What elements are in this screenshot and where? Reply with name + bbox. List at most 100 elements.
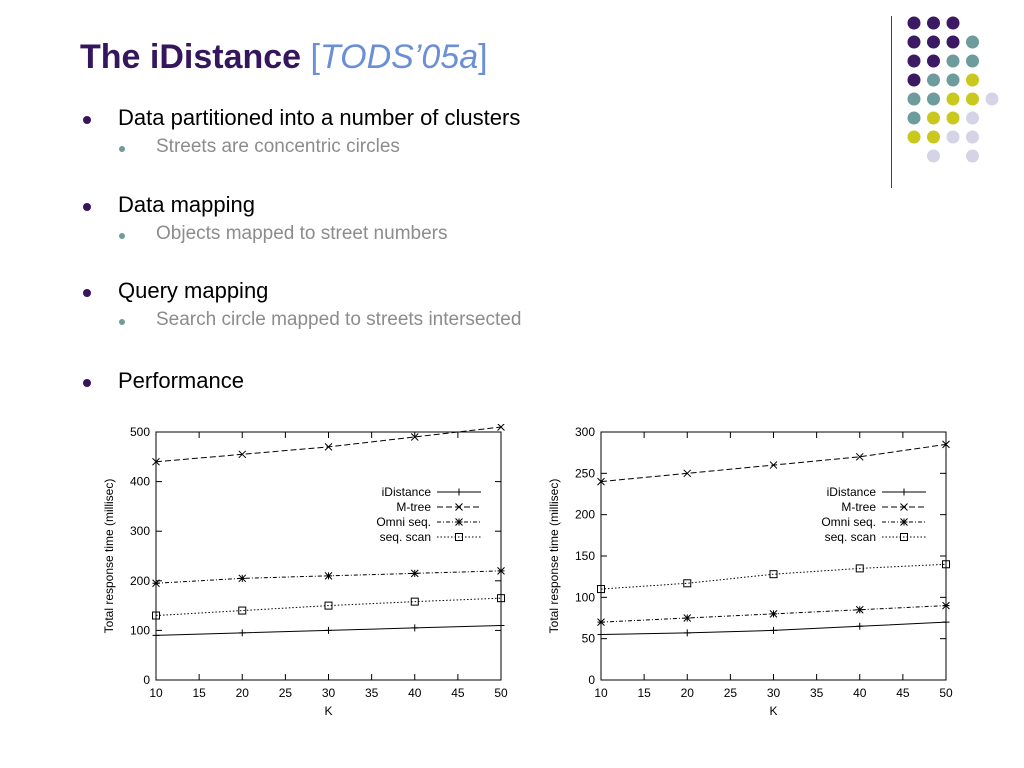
decor-dot	[927, 35, 940, 49]
legend-marker	[900, 518, 908, 526]
x-tick-label: 10	[594, 686, 608, 700]
data-point	[769, 461, 778, 469]
y-tick-label: 500	[130, 425, 150, 439]
decor-dot	[966, 54, 979, 68]
x-axis-label: K	[324, 704, 332, 718]
data-point	[855, 605, 864, 614]
x-tick-label: 20	[681, 686, 695, 700]
decor-dot	[946, 92, 960, 106]
y-tick-label: 300	[130, 524, 150, 538]
y-tick-label: 400	[130, 475, 150, 489]
decor-dot	[927, 111, 940, 125]
series-idistance	[597, 618, 950, 639]
sub-bullet-item: Search circle mapped to streets intersec…	[118, 309, 522, 330]
decor-dot	[985, 92, 999, 106]
decor-dot	[966, 73, 979, 87]
y-axis-label: Total response time (millisec)	[102, 479, 116, 634]
y-tick-label: 100	[575, 590, 595, 604]
x-tick-label: 25	[724, 686, 738, 700]
decor-dot-grid	[907, 16, 999, 163]
y-axis-label: Total response time (millisec)	[547, 479, 561, 634]
series-seq-scan	[597, 560, 950, 594]
legend-label: Omni seq.	[821, 515, 876, 529]
decor-dot	[966, 130, 979, 144]
data-point	[769, 570, 778, 579]
decor-dot	[927, 16, 940, 30]
title-citation: [TODS’05a]	[301, 38, 488, 76]
x-tick-label: 35	[810, 686, 824, 700]
x-tick-label: 10	[149, 686, 163, 700]
data-point	[325, 626, 332, 634]
data-point	[597, 585, 605, 594]
decor-dot	[966, 35, 979, 49]
chart-left-svg: 10 15 20 25 30 35 40 45 500100200300400500KTotal…	[102, 424, 508, 718]
data-point	[597, 631, 605, 639]
sub-bullet-item: Streets are concentric circles	[119, 136, 400, 157]
x-tick-label: 30	[767, 686, 781, 700]
x-axis-label: K	[769, 704, 777, 718]
plot-frame	[155, 431, 502, 681]
data-point	[942, 560, 950, 569]
series-line	[600, 563, 947, 590]
series-line	[600, 443, 947, 483]
data-point	[152, 457, 160, 466]
legend-label: M-tree	[396, 500, 431, 514]
data-point	[238, 606, 247, 615]
data-point	[942, 618, 950, 626]
x-tick-label: 50	[939, 686, 953, 700]
decor-dot	[927, 130, 940, 144]
decor-dot	[946, 54, 960, 68]
y-tick-label: 250	[575, 466, 595, 480]
slide-title: The iDistance [TODS’05a]	[80, 38, 488, 77]
decor-dot	[946, 16, 960, 30]
decor-dot	[907, 111, 921, 125]
chart-right: 10 15 20 25 30 35 40 45 50 0 50 100 150 200 250 300 K Tot…	[543, 424, 963, 734]
data-point	[855, 452, 864, 461]
data-point	[597, 477, 605, 486]
series-line	[155, 597, 502, 617]
legend-marker	[455, 518, 463, 526]
chart-right-svg: 10 15 20 25 30 35 40 45 50 0 50 100 150 200 250 300 K Tot…	[547, 425, 953, 718]
y-tick-label: 200	[575, 508, 595, 522]
data-point	[683, 629, 691, 637]
legend-marker	[900, 488, 908, 496]
data-point	[152, 579, 160, 588]
y-tick-label: 100	[130, 623, 150, 637]
decor-dot	[966, 149, 979, 163]
data-point	[942, 440, 950, 449]
decor-dot	[946, 73, 960, 87]
legend-marker	[900, 503, 908, 511]
decor-dot	[927, 149, 940, 163]
legend-label: Omni seq.	[376, 515, 431, 529]
data-point	[238, 450, 247, 459]
legend-label: iDistance	[382, 485, 432, 499]
data-point	[497, 424, 505, 431]
decor-dot	[907, 73, 921, 87]
data-point	[497, 594, 505, 603]
legend-marker	[455, 503, 463, 511]
data-point	[856, 622, 864, 630]
plot-frame	[600, 431, 947, 681]
series-seq-scan	[152, 594, 505, 620]
decor-dot	[927, 73, 940, 87]
title-bracket-open: [	[301, 38, 320, 76]
y-tick-label: 50	[582, 632, 596, 646]
legend-label: seq. scan	[380, 530, 431, 544]
series-omni-seq-	[597, 601, 950, 626]
data-point	[410, 433, 419, 441]
series-m-tree	[597, 440, 950, 486]
title-main: The iDistance	[80, 38, 302, 76]
legend-marker	[455, 533, 463, 541]
x-tick-label: 35	[365, 686, 379, 700]
data-point	[683, 614, 692, 622]
data-point	[324, 571, 333, 580]
bullet-item: Data partitioned into a number of cluste…	[82, 105, 521, 130]
data-point	[152, 631, 160, 639]
y-tick-label: 0	[143, 673, 150, 687]
bullet-item: Performance	[83, 368, 244, 393]
x-tick-label: 30	[322, 686, 336, 700]
x-tick-label: 40	[408, 686, 422, 700]
data-point	[942, 601, 950, 610]
decor-dot	[907, 92, 921, 106]
data-point	[769, 610, 778, 618]
